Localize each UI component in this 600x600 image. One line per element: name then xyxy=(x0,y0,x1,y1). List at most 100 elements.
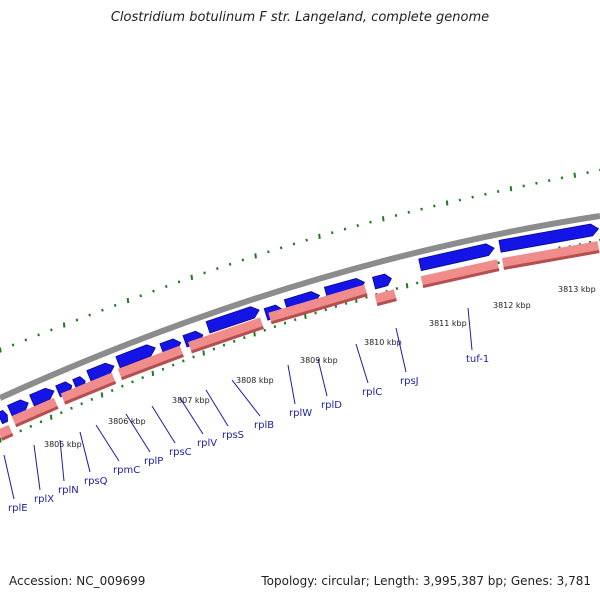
gc-mark xyxy=(369,220,372,224)
gc-mark xyxy=(293,318,297,322)
gene-leader-line xyxy=(317,358,328,397)
gc-mark xyxy=(202,350,205,356)
feature-segment xyxy=(501,241,600,270)
gene-label: rplC xyxy=(362,387,382,398)
gc-mark xyxy=(110,389,114,393)
gc-mark xyxy=(273,325,277,329)
gene-leader-line xyxy=(3,454,15,500)
kbp-tick-label: 3808 kbp xyxy=(236,376,274,385)
gc-mark xyxy=(496,189,500,193)
gc-mark xyxy=(29,424,33,428)
gc-mark xyxy=(243,336,246,340)
gc-mark xyxy=(216,267,219,271)
gc-mark xyxy=(484,192,487,196)
gene-labels: rplE rplX rplN rpsQ rpmC rplP rpsC rplV rpsS rplB… xyxy=(3,307,489,514)
gc-mark xyxy=(395,287,399,291)
gc-mark xyxy=(131,380,134,384)
gc-mark xyxy=(212,347,216,351)
gc-mark xyxy=(560,176,564,180)
gene-label: rpsJ xyxy=(400,376,419,387)
gene-label: tuf-1 xyxy=(466,354,489,365)
gene-label: rpsC xyxy=(169,447,192,458)
gene-arrow xyxy=(205,306,260,334)
gc-mark xyxy=(407,210,411,214)
gene-label: rplW xyxy=(289,408,312,419)
gc-mark xyxy=(164,284,168,288)
gene-leader-line xyxy=(205,389,229,427)
gc-mark xyxy=(121,384,124,388)
gc-mark xyxy=(324,308,327,312)
gc-mark xyxy=(141,376,144,380)
kbp-tick-label: 3806 kbp xyxy=(108,417,146,426)
gc-mark xyxy=(19,429,22,433)
gc-mark xyxy=(279,246,283,250)
gc-mark xyxy=(263,328,266,332)
kbp-tick-label: 3810 kbp xyxy=(364,338,402,347)
gene-label: rpsS xyxy=(222,430,244,441)
feature-segment xyxy=(188,317,264,354)
gc-mark xyxy=(39,420,43,424)
gc-mark xyxy=(37,333,40,337)
gc-mark xyxy=(497,261,500,265)
feature-track xyxy=(0,241,600,441)
gene-leader-line xyxy=(287,364,296,405)
gc-mark xyxy=(203,271,206,275)
gene-arrow xyxy=(115,344,156,369)
gc-mark xyxy=(356,224,360,228)
gc-mark xyxy=(80,402,83,406)
gc-mark xyxy=(334,305,338,308)
gene-leader-line xyxy=(395,327,407,373)
kbp-tick-label: 3813 kbp xyxy=(558,285,596,294)
kbp-tick-label: 3812 kbp xyxy=(493,301,531,310)
gene-arrow xyxy=(7,399,29,418)
accession-label: Accession: NC_009699 xyxy=(9,574,146,588)
gc-mark xyxy=(113,303,117,307)
gc-mark xyxy=(0,347,2,353)
gc-mark xyxy=(151,370,155,377)
feature-segment xyxy=(11,397,59,428)
gene-label: rplB xyxy=(254,420,274,431)
gc-mark xyxy=(292,242,296,246)
feature-segment xyxy=(420,259,500,288)
gc-mark xyxy=(318,233,321,239)
gc-mark xyxy=(267,250,270,254)
gc-mark xyxy=(420,207,423,211)
gc-mark xyxy=(222,343,226,347)
gc-mark xyxy=(573,172,577,178)
gene-arrow xyxy=(29,387,55,407)
gc-mark xyxy=(471,195,474,199)
gc-mark xyxy=(60,411,63,415)
gc-mark xyxy=(330,231,334,235)
gene-arrow xyxy=(418,243,495,272)
gc-mark xyxy=(190,274,194,281)
gc-mark xyxy=(304,313,307,319)
feature-segment xyxy=(268,284,368,325)
gc-mark xyxy=(394,214,398,217)
gene-arrow xyxy=(86,362,115,383)
kbp-tick-label: 3811 kbp xyxy=(429,319,467,328)
map-title: Clostridium botulinum F str. Langeland, … xyxy=(110,10,490,25)
gene-label: rpmC xyxy=(113,465,140,476)
gc-mark xyxy=(228,262,232,266)
gc-mark xyxy=(254,253,257,259)
gene-leader-line xyxy=(355,343,369,384)
gene-label: rplE xyxy=(8,503,28,514)
gc-mark xyxy=(100,392,104,398)
gene-leader-line xyxy=(125,413,151,453)
feature-segment xyxy=(374,289,397,307)
gene-arrow xyxy=(371,273,392,290)
gene-arrow xyxy=(0,409,8,425)
gc-mark xyxy=(253,331,256,337)
gene-label: rplN xyxy=(58,485,79,496)
gene-leader-line xyxy=(79,431,91,473)
kbp-tick-label: 3805 kbp xyxy=(44,440,82,449)
gene-leader-line xyxy=(467,307,473,351)
gc-mark xyxy=(415,281,419,285)
gene-label: rplP xyxy=(144,456,163,467)
gc-mark xyxy=(90,397,94,401)
gc-mark xyxy=(11,343,15,347)
gene-leader-line xyxy=(95,424,120,462)
gc-mark xyxy=(177,280,181,284)
gc-mark xyxy=(152,289,155,293)
